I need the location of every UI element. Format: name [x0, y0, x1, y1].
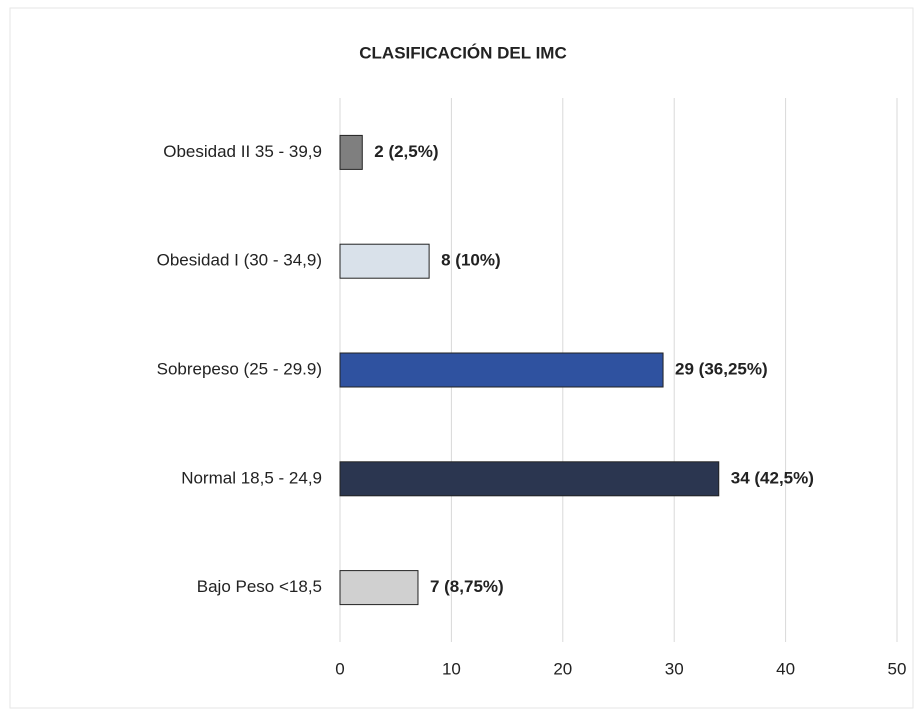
bar	[339, 134, 363, 170]
y-tick-label: Obesidad II 35 - 39,9	[163, 142, 322, 161]
bar	[339, 352, 664, 388]
bar	[339, 570, 419, 606]
chart-title: CLASIFICACIÓN DEL IMC	[359, 43, 566, 62]
y-tick-label: Obesidad I (30 - 34,9)	[157, 251, 322, 270]
data-label: 29 (36,25%)	[675, 359, 768, 378]
x-tick-label: 10	[442, 659, 461, 678]
x-tick-label: 50	[888, 659, 907, 678]
chart-frame	[9, 7, 914, 709]
bar	[339, 243, 430, 279]
data-label: 2 (2,5%)	[374, 142, 438, 161]
x-tick-label: 0	[335, 659, 344, 678]
data-label: 34 (42,5%)	[731, 468, 814, 487]
x-tick-label: 20	[553, 659, 572, 678]
x-tick-label: 40	[776, 659, 795, 678]
y-tick-label: Sobrepeso (25 - 29.9)	[157, 359, 322, 378]
bar	[339, 461, 720, 497]
x-tick-label: 30	[665, 659, 684, 678]
data-label: 8 (10%)	[441, 251, 501, 270]
y-tick-label: Normal 18,5 - 24,9	[181, 468, 322, 487]
data-label: 7 (8,75%)	[430, 577, 504, 596]
y-tick-label: Bajo Peso <18,5	[197, 577, 322, 596]
